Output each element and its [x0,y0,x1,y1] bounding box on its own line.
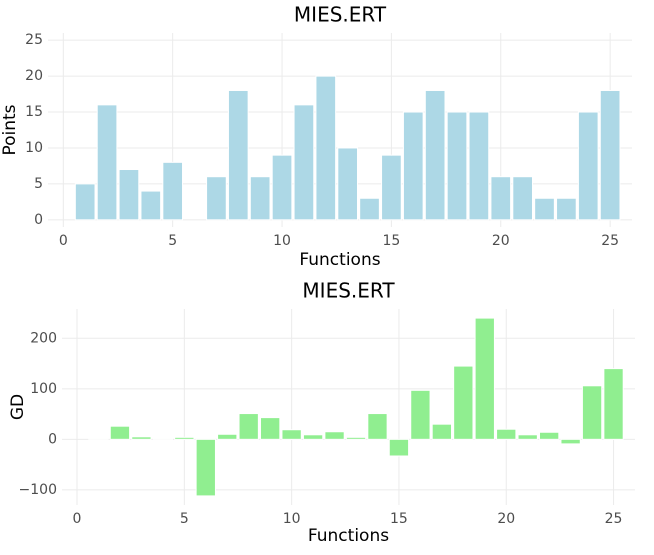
y-tick-label: −100 [19,482,57,498]
bar [446,111,468,221]
bar [238,413,259,440]
y-tick-label: 200 [30,330,57,346]
bar [496,428,517,440]
bar [271,154,293,221]
x-tick-label: 25 [605,511,623,527]
y-tick-label: 25 [25,32,43,48]
x-tick-label: 0 [59,233,68,249]
bar [512,176,533,221]
bar [109,425,131,440]
bar [162,161,184,221]
x-tick-label: 10 [273,233,291,249]
x-tick-label: 15 [382,233,400,249]
bar [206,176,227,221]
x-tick-label: 10 [283,511,301,527]
bar [281,429,302,440]
bar [315,75,337,221]
bar [337,147,358,221]
bar [324,431,345,440]
x-tick-label: 20 [497,511,515,527]
bar [131,436,152,440]
bar [410,389,431,440]
bar [517,434,538,440]
bar [96,104,118,221]
x-tick-label: 15 [390,511,408,527]
bar [293,104,315,221]
chart-title: MIES.ERT [302,279,395,303]
bar [359,197,380,221]
x-tick-label: 5 [180,511,189,527]
bar [468,111,490,221]
chart-title: MIES.ERT [294,3,387,27]
bar [227,89,249,221]
x-tick-label: 5 [168,233,177,249]
x-axis-label: Functions [308,526,389,546]
y-axis-label: GD [8,394,28,420]
bar [195,438,216,497]
bar [539,431,560,440]
y-tick-label: 10 [25,140,43,156]
bar [345,436,367,440]
y-tick-label: 0 [48,431,57,447]
x-tick-label: 20 [492,233,510,249]
bar [388,438,410,457]
bar [249,176,271,221]
y-tick-label: 20 [25,68,43,84]
bar [152,437,174,440]
bar [560,438,581,445]
bar [402,111,424,221]
bar [577,111,599,221]
y-axis-label: Points [0,104,20,155]
bar [367,413,388,440]
bar [302,434,324,440]
bar [474,317,495,440]
bar [534,197,555,221]
y-tick-label: 0 [34,212,43,228]
bar [556,197,577,221]
bar [217,433,238,440]
y-tick-label: 5 [34,176,43,192]
bar [381,154,402,221]
bar [599,89,621,221]
bar [140,190,162,221]
bar [453,365,474,440]
bar [118,169,140,221]
bar [260,417,281,440]
x-axis-label: Functions [299,250,380,270]
bar [174,436,195,440]
bar [431,423,453,440]
y-tick-label: 100 [30,381,57,397]
x-tick-label: 25 [601,233,619,249]
bar [603,368,624,440]
x-tick-label: 0 [73,511,82,527]
bar [424,89,446,221]
y-tick-label: 15 [25,104,43,120]
bar [74,183,96,221]
bar [490,176,512,221]
bar [88,437,109,440]
bar [581,385,603,440]
